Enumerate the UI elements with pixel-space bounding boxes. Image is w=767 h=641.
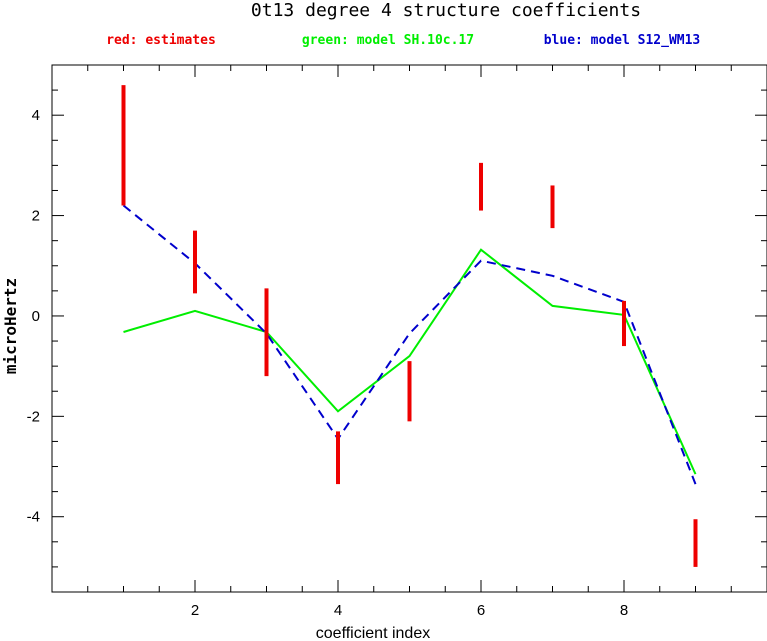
x-tick-label: 8: [620, 602, 628, 619]
plot-marks: [121, 85, 698, 567]
legend-model-s12wm13: blue: model S12_WM13: [544, 33, 701, 48]
series-line-2: [122, 204, 697, 485]
y-tick-label: -2: [27, 408, 40, 425]
x-axis-label: coefficient index: [316, 625, 430, 641]
axis-ticks: [52, 65, 767, 592]
x-tick-label: 4: [334, 602, 342, 619]
legend-model-sh10c17: green: model SH.10c.17: [302, 33, 474, 48]
legend-estimates: red: estimates: [106, 33, 216, 48]
tick-labels: 2 4 6 8 -4 -2 0 2 4: [27, 107, 629, 619]
series-line-1: [123, 248, 697, 475]
chart-title: 0t13 degree 4 structure coefficients: [251, 0, 641, 21]
x-tick-label: 6: [477, 602, 485, 619]
y-tick-label: 0: [32, 308, 40, 325]
plot-frame: [51, 64, 767, 593]
y-tick-label: -4: [27, 509, 40, 526]
x-tick-label: 2: [191, 602, 199, 619]
y-tick-label: 4: [32, 107, 40, 124]
y-tick-label: 2: [32, 208, 40, 225]
y-axis-label: microHertz: [1, 278, 20, 374]
